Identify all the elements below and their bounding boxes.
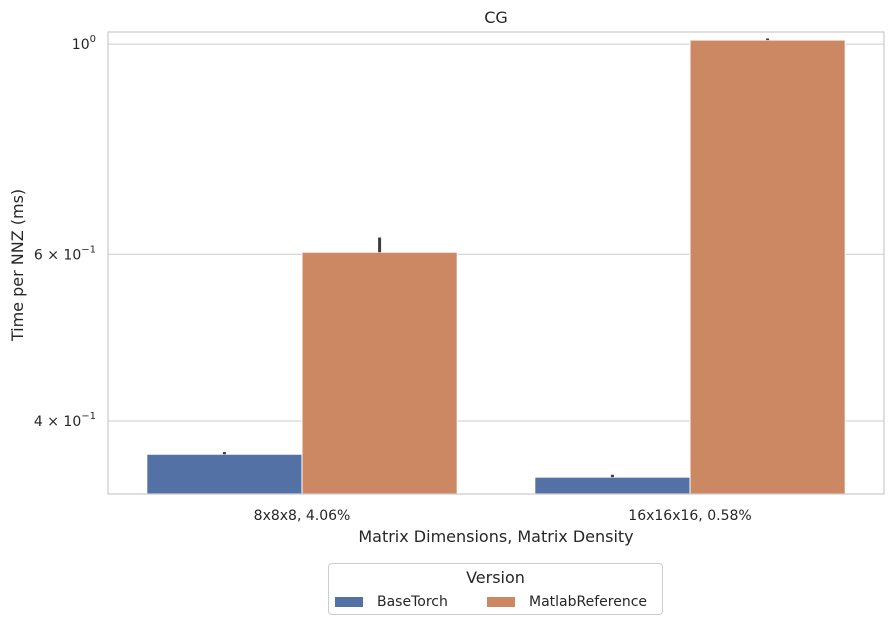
legend-swatch-matlabreference — [487, 597, 515, 607]
legend-swatch-basetorch — [335, 597, 363, 607]
bar-matlabreference-1 — [689, 39, 846, 495]
chart-title: CG — [484, 8, 508, 27]
x-tick-label: 8x8x8, 4.06% — [254, 508, 351, 524]
legend-title: Version — [466, 568, 525, 587]
bar-basetorch-1 — [534, 476, 691, 495]
bars — [146, 39, 846, 495]
x-axis-label: Matrix Dimensions, Matrix Density — [358, 527, 633, 546]
y-tick-label: 6 × 10−1 — [34, 244, 96, 263]
y-tick-label: 4 × 10−1 — [34, 411, 96, 430]
bar-matlabreference-0 — [301, 251, 458, 495]
y-axis-label: Time per NNZ (ms) — [8, 189, 27, 342]
y-tick-labels: 100 6 × 10−1 4 × 10−1 — [34, 34, 96, 430]
bar-basetorch-0 — [146, 453, 303, 495]
y-tick-label: 100 — [72, 34, 96, 53]
legend-label-matlabreference: MatlabReference — [529, 594, 648, 610]
x-tick-label: 16x16x16, 0.58% — [628, 508, 751, 524]
x-tick-labels: 8x8x8, 4.06% 16x16x16, 0.58% — [254, 508, 752, 524]
legend-label-basetorch: BaseTorch — [377, 594, 448, 610]
legend: Version BaseTorch MatlabReference — [328, 563, 663, 615]
error-bars — [222, 38, 770, 478]
legend-item-matlabreference: MatlabReference — [487, 594, 647, 610]
legend-item-basetorch: BaseTorch — [335, 594, 448, 610]
plot-frame — [107, 31, 885, 495]
